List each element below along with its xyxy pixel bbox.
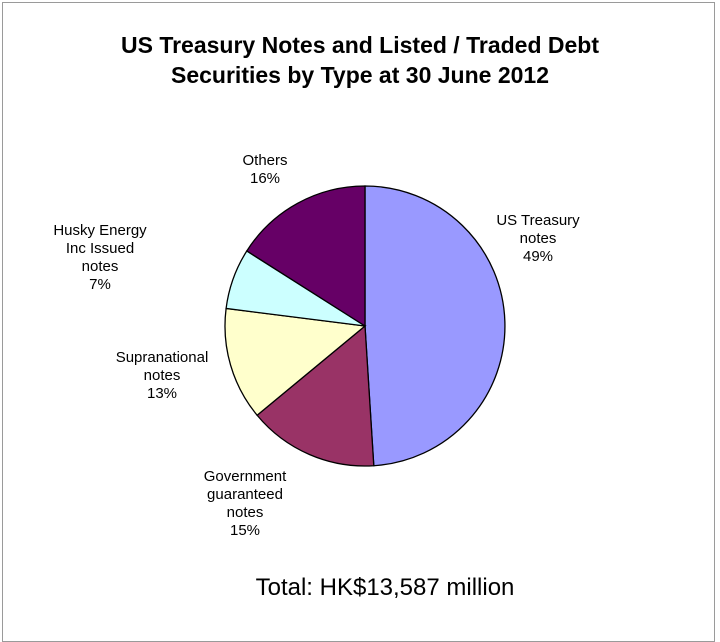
slice-label-line: US Treasury [496,212,580,229]
slice-percent: 15% [229,522,261,539]
chart-title: US Treasury Notes and Listed / Traded De… [0,30,720,90]
slice-label-line: notes [519,230,557,247]
slice-label-line: Inc Issued [65,240,135,257]
slice-label-line: Husky Energy [53,222,147,239]
pie-slice-supranational [224,307,367,417]
slice-label-line: Others [242,152,288,169]
pie-slice-others [245,185,366,328]
slice-label-line: notes [226,504,264,521]
slice-label-line: notes [143,367,181,384]
chart-title-line-2: Securities by Type at 30 June 2012 [171,62,549,88]
slice-percent: 16% [249,170,281,187]
slice-label-government-guaranteed: Government guaranteed notes 15% [175,468,315,540]
slice-label-husky-energy: Husky Energy Inc Issued notes 7% [30,222,170,294]
slice-label-supranational: Supranational notes 13% [92,349,232,403]
total-label: Total: HK$13,587 million [255,574,515,601]
slice-label-line: notes [81,258,119,275]
slice-label-line: Supranational [115,349,209,366]
slice-percent: 7% [89,276,111,293]
chart-title-line-1: US Treasury Notes and Listed / Traded De… [120,32,599,58]
pie-chart [224,185,506,467]
slice-label-line: guaranteed [207,486,283,503]
slice-label-us-treasury: US Treasury notes 49% [478,212,598,266]
pie-slice-us-treasury [364,185,506,467]
slice-percent: 49% [522,248,554,265]
slice-label-line: Government [203,468,287,485]
pie-slice-government-guaranteed [256,324,375,467]
slice-percent: 13% [146,385,178,402]
slice-label-others: Others 16% [210,152,320,188]
